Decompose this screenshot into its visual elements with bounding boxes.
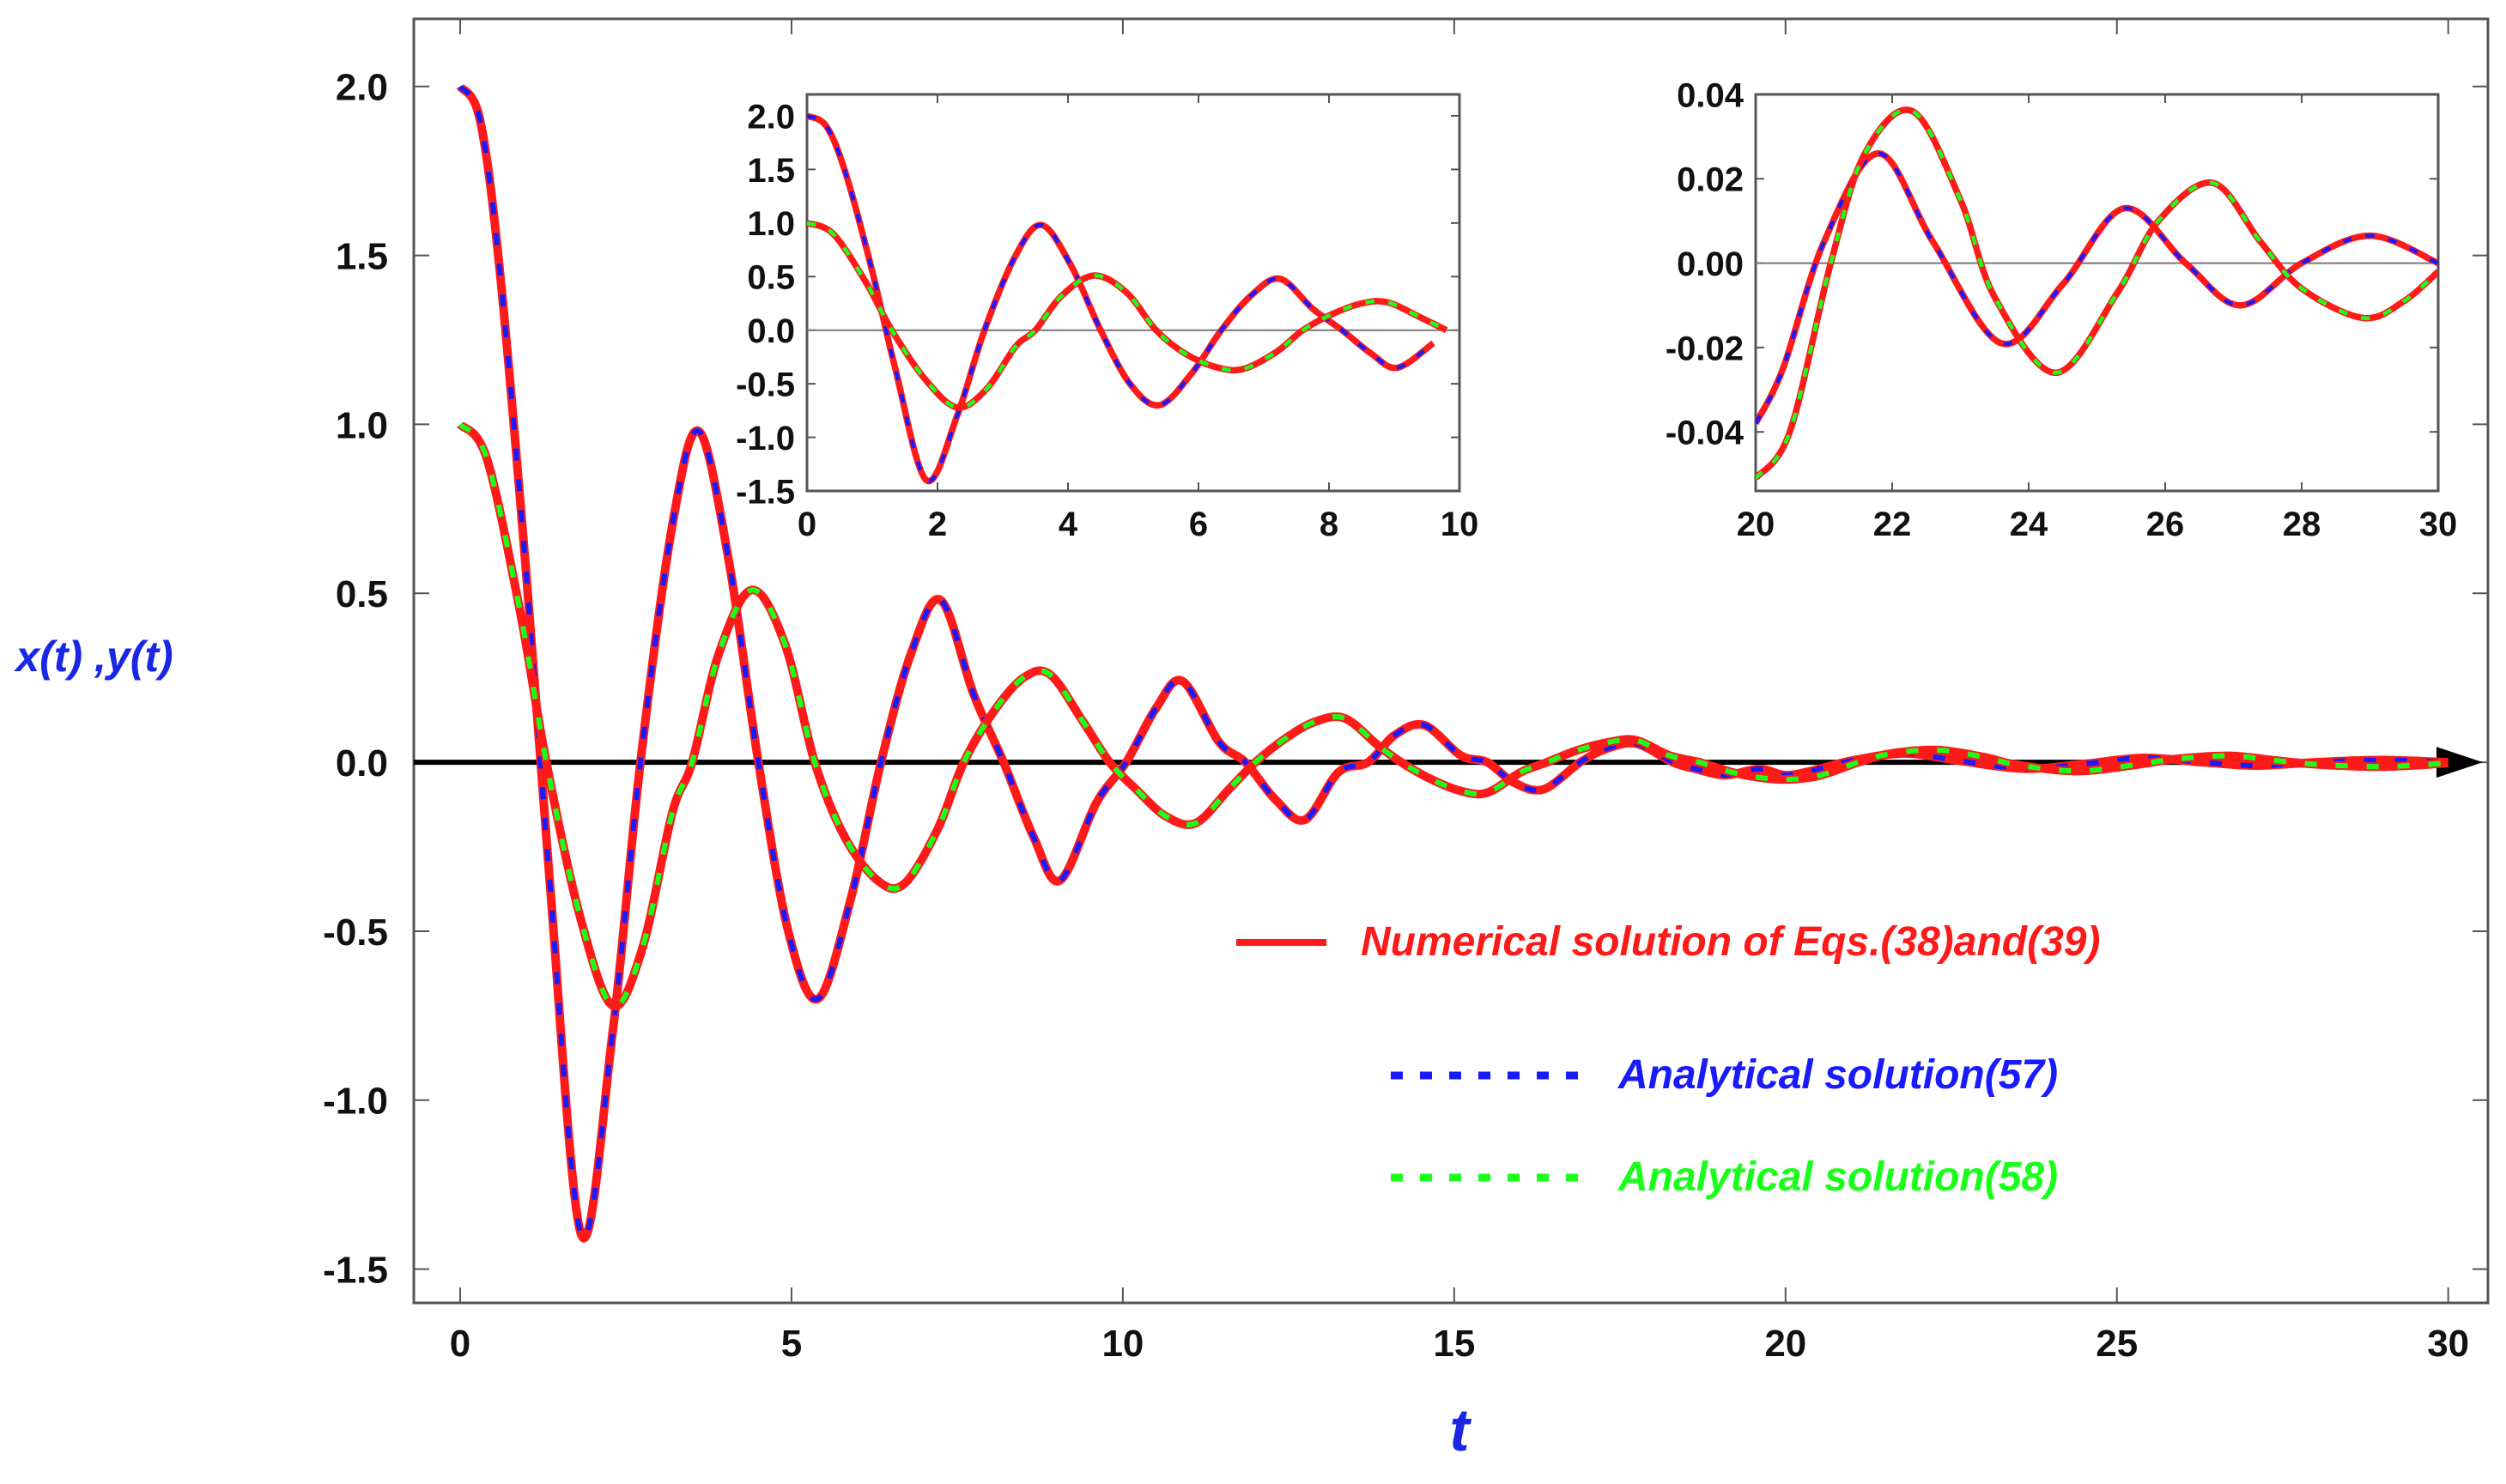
inset-left-y-tick-label: -0.5 <box>736 366 795 404</box>
main-y-axis-title: x(t) ,y(t) <box>13 633 173 681</box>
inset-left-x-tick-label: 2 <box>928 506 947 543</box>
main-y-tick-label: -1.0 <box>323 1081 388 1123</box>
inset-left-y-tick-label: 1.0 <box>747 205 795 243</box>
inset-right-y-tick-label: 0.02 <box>1677 161 1744 199</box>
inset-left-series-y-analytical <box>807 221 1447 410</box>
inset-left-y-tick-label: -1.5 <box>736 473 795 511</box>
inset-left-series-x-numerical <box>807 112 1435 485</box>
main-x-tick-label: 15 <box>1433 1323 1475 1365</box>
inset-left-frame <box>805 93 1461 493</box>
inset-left-y-tick-label: 0.0 <box>747 312 795 350</box>
legend-label-numerical: Numerical solution of Eqs.(38)and(39) <box>1361 919 2100 965</box>
main-x-tick-label: 20 <box>1764 1323 1806 1365</box>
inset-right-y-tick-label: -0.02 <box>1666 330 1744 367</box>
inset-right-frame <box>1754 93 2440 493</box>
main-y-tick-label: 2.0 <box>336 67 388 109</box>
inset-right-series-x-numerical <box>1756 150 2438 426</box>
inset-left-x-tick-label: 0 <box>798 506 816 543</box>
inset-left-x-tick-label: 6 <box>1189 506 1208 543</box>
main-x-tick-label: 10 <box>1101 1323 1144 1365</box>
inset-left-y-tick-label: 2.0 <box>747 98 795 136</box>
inset-right-x-tick-label: 20 <box>1737 506 1775 543</box>
legend-label-analytical-57: Analytical solution(57) <box>1617 1052 2058 1098</box>
inset-right-y-tick-label: -0.04 <box>1666 415 1744 452</box>
inset-left-y-tick-label: 1.5 <box>747 152 795 190</box>
inset-right-x-tick-label: 22 <box>1873 506 1912 543</box>
inset-left-plot: 0 2 4 6 8 10 -1.5 -1.0 -0.5 0.0 0.5 1.0 1.5 2.0 <box>736 93 1479 543</box>
main-series-x-analytical <box>458 84 2448 1241</box>
main-y-tick-label: -1.5 <box>323 1249 388 1291</box>
inset-right-y-tick-label: 0.04 <box>1677 76 1744 114</box>
inset-left-y-tick-label: 0.5 <box>747 259 795 297</box>
inset-right-x-tick-label: 26 <box>2146 506 2185 543</box>
inset-right-x-tick-label: 24 <box>2010 506 2048 543</box>
main-x-tick-label: 30 <box>2427 1323 2469 1365</box>
legend-label-analytical-58: Analytical solution(58) <box>1617 1154 2058 1200</box>
legend: Numerical solution of Eqs.(38)and(39) An… <box>1236 919 2100 1200</box>
main-y-tick-label: 1.0 <box>336 404 388 446</box>
inset-left-x-tick-label: 4 <box>1059 506 1078 543</box>
main-series-y-analytical <box>458 422 2448 1009</box>
inset-left-y-tick-label: -1.0 <box>736 420 795 457</box>
main-y-tick-label: 0.0 <box>336 742 388 784</box>
inset-right-x-tick-label: 30 <box>2419 506 2458 543</box>
inset-right-y-tick-label: 0.00 <box>1677 245 1744 283</box>
main-y-tick-label: 0.5 <box>336 573 388 615</box>
inset-left-x-tick-label: 10 <box>1441 506 1479 543</box>
main-x-tick-label: 0 <box>450 1323 470 1365</box>
main-x-axis-title: t <box>1449 1396 1471 1463</box>
inset-right-series-y-analytical <box>1756 107 2438 480</box>
main-x-tick-label: 5 <box>781 1323 802 1365</box>
inset-left-x-tick-label: 8 <box>1320 506 1338 543</box>
inset-right-x-tick-label: 28 <box>2283 506 2321 543</box>
main-x-tick-label: 25 <box>2096 1323 2138 1365</box>
main-y-tick-label: 1.5 <box>336 235 388 277</box>
main-y-tick-label: -0.5 <box>323 912 388 954</box>
main-zero-axis-arrowhead <box>2436 747 2483 778</box>
inset-right-plot: 20 22 24 26 28 30 -0.04 -0.02 0.00 0.02 0.04 <box>1666 76 2457 543</box>
